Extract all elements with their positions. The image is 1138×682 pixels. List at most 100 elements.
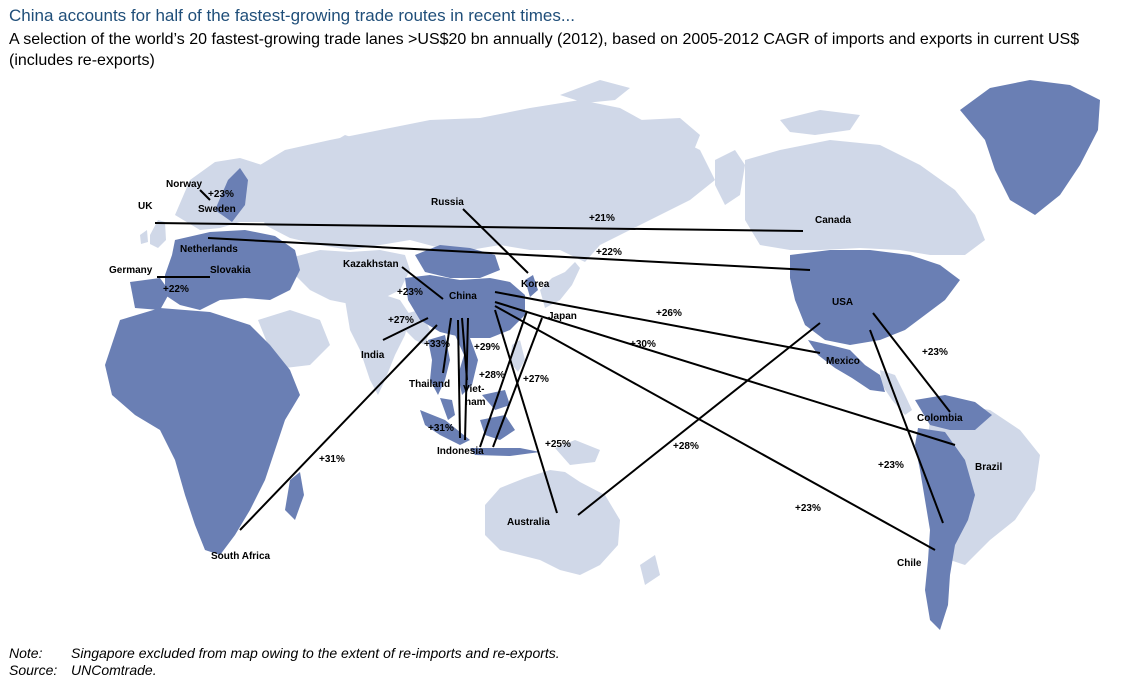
route-lines xyxy=(154,189,956,551)
land-japan xyxy=(540,262,580,308)
land-europe xyxy=(165,230,300,310)
growth-labels: +23% +22% +21% +22% +23% +27% +33% +29% … xyxy=(163,189,948,514)
label-sweden: Sweden xyxy=(198,204,236,215)
land-mexico xyxy=(808,340,885,392)
growth-china-south-africa: +31% xyxy=(319,454,345,465)
growth-china-philippines: +27% xyxy=(523,374,549,385)
land-usa xyxy=(790,250,960,345)
country-labels: Norway Sweden UK Netherlands Germany Slo… xyxy=(109,179,1002,569)
land-indonesia xyxy=(420,410,540,456)
growth-china-kazakhstan: +23% xyxy=(397,287,423,298)
route-usa-chile xyxy=(869,329,944,524)
label-china: China xyxy=(449,291,477,302)
label-thailand: Thailand xyxy=(409,379,450,390)
route-kazakhstan-china xyxy=(401,266,444,300)
label-colombia: Colombia xyxy=(917,413,963,424)
growth-china-india: +27% xyxy=(388,315,414,326)
land-central-asia xyxy=(290,250,410,305)
route-norway-sweden xyxy=(199,189,211,201)
route-china-thailand xyxy=(442,317,452,374)
land-greenland xyxy=(960,80,1100,215)
label-norway: Norway xyxy=(166,179,203,190)
route-china-mexico xyxy=(494,291,821,354)
growth-china-malaysia: +28% xyxy=(479,370,505,381)
growth-china-brazil: +30% xyxy=(630,339,656,350)
note-label: Note: xyxy=(9,645,43,661)
label-mexico: Mexico xyxy=(826,356,860,367)
growth-china-mexico: +26% xyxy=(656,308,682,319)
landmass xyxy=(105,80,1100,630)
route-usa-colombia xyxy=(872,312,951,413)
growth-netherlands-usa: +22% xyxy=(596,247,622,258)
growth-china-thailand: +33% xyxy=(424,339,450,350)
land-sweden xyxy=(215,168,248,222)
land-new-zealand xyxy=(640,555,660,585)
label-kazakhstan: Kazakhstan xyxy=(343,259,399,270)
route-russia-korea xyxy=(462,208,529,274)
land-colombia xyxy=(915,395,992,430)
route-china-indonesia xyxy=(457,319,461,439)
land-new-guinea xyxy=(555,440,600,465)
note-text: Singapore excluded from map owing to the… xyxy=(71,645,560,661)
route-china-malaysia xyxy=(464,317,469,441)
label-vietnam-2: nam xyxy=(465,397,486,408)
land-africa xyxy=(105,308,300,555)
land-madagascar xyxy=(285,472,304,520)
growth-germany-slovakia: +22% xyxy=(163,284,189,295)
growth-china-vietnam: +29% xyxy=(474,342,500,353)
growth-china-chile: +23% xyxy=(795,503,821,514)
label-australia: Australia xyxy=(507,517,550,528)
growth-china-australia: +25% xyxy=(545,439,571,450)
growth-usa-australia: +28% xyxy=(673,441,699,452)
route-usa-australia xyxy=(577,322,821,516)
label-slovakia: Slovakia xyxy=(210,265,251,276)
growth-uk-canada: +21% xyxy=(589,213,615,224)
land-central-america xyxy=(880,370,912,415)
label-canada: Canada xyxy=(815,215,852,226)
label-netherlands: Netherlands xyxy=(180,244,238,255)
land-russia xyxy=(255,100,715,262)
label-india: India xyxy=(361,350,385,361)
land-canada xyxy=(745,140,985,255)
land-korea xyxy=(525,275,538,297)
land-arctic-canada xyxy=(780,110,860,135)
route-china-australia xyxy=(494,309,558,514)
label-brazil: Brazil xyxy=(975,462,1002,473)
label-vietnam-1: Viet- xyxy=(463,384,485,395)
land-india xyxy=(345,292,410,395)
label-chile: Chile xyxy=(897,558,922,569)
label-russia: Russia xyxy=(431,197,464,208)
footnotes: Note: Singapore excluded from map owing … xyxy=(9,645,560,679)
label-usa: USA xyxy=(832,297,853,308)
route-china-india xyxy=(382,317,429,341)
land-china xyxy=(405,275,525,338)
land-alaska xyxy=(715,150,745,205)
land-thailand xyxy=(428,335,450,395)
source-label: Source: xyxy=(9,662,58,678)
land-uk xyxy=(140,220,166,248)
route-china-south-africa xyxy=(239,324,438,531)
land-malaysia xyxy=(440,390,510,420)
label-uk: UK xyxy=(138,201,153,212)
land-russia-far-east xyxy=(600,118,700,180)
label-korea: Korea xyxy=(521,279,550,290)
route-china-brazil xyxy=(494,301,956,446)
land-iberia xyxy=(130,278,170,310)
land-andes xyxy=(915,428,975,630)
growth-usa-colombia: +23% xyxy=(922,347,948,358)
source-text: UNComtrade. xyxy=(71,662,157,678)
growth-usa-chile: +23% xyxy=(878,460,904,471)
land-australia xyxy=(485,470,620,575)
source-row: Source: UNComtrade. xyxy=(9,662,560,679)
label-germany: Germany xyxy=(109,265,153,276)
chart-title: China accounts for half of the fastest-g… xyxy=(9,6,576,25)
route-uk-canada xyxy=(154,222,804,232)
growth-china-indonesia: +31% xyxy=(428,423,454,434)
growth-norway-sweden: +23% xyxy=(208,189,234,200)
route-china-chile xyxy=(494,305,936,551)
note-row: Note: Singapore excluded from map owing … xyxy=(9,645,560,662)
label-indonesia: Indonesia xyxy=(437,446,484,457)
route-japan-indonesia xyxy=(479,310,528,448)
label-japan: Japan xyxy=(548,311,577,322)
